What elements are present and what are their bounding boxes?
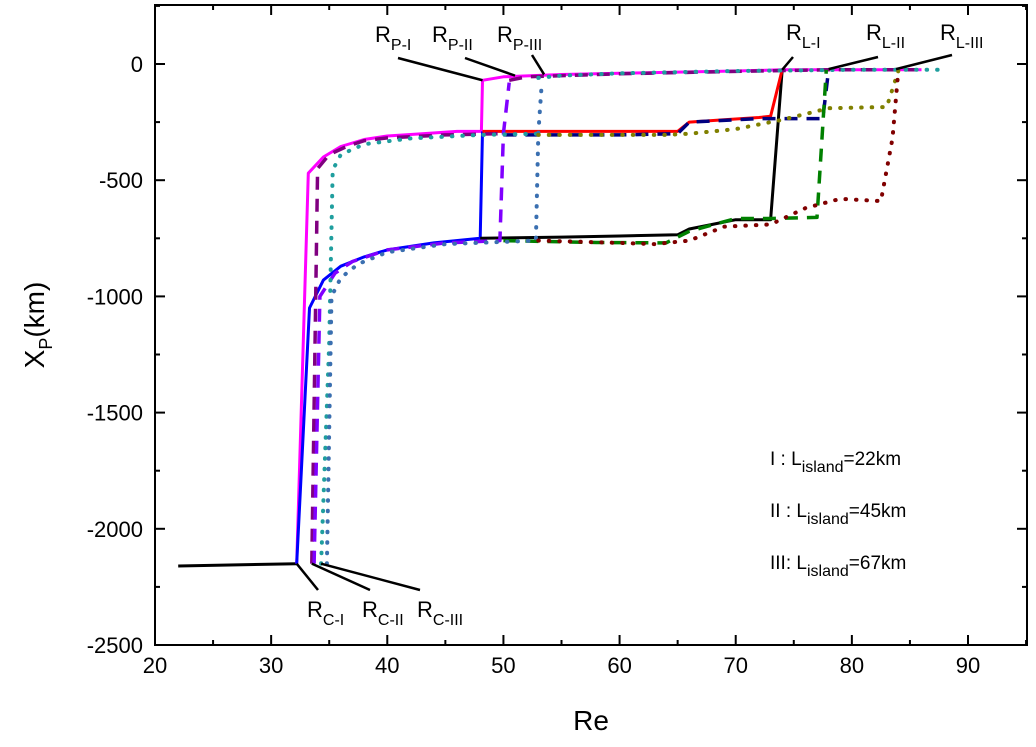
annotation-leader-line: [397, 56, 483, 82]
annotation-label: RP-II: [432, 22, 473, 54]
series-line-II-8: [503, 69, 831, 137]
x-tick-label: 50: [491, 653, 515, 678]
y-tick-label: -2000: [87, 517, 143, 542]
annotation-label: RC-I: [307, 597, 344, 629]
annotation-label: RC-II: [362, 597, 404, 629]
annotation-label: RC-III: [417, 597, 463, 629]
series-layer: [178, 67, 947, 568]
series-line-III-10: [319, 131, 541, 566]
y-tick-label: 0: [131, 52, 143, 77]
x-tick-label: 40: [375, 653, 399, 678]
y-tick-label: -500: [99, 168, 143, 193]
series-line-II-7: [312, 82, 511, 564]
x-tick-label: 90: [956, 653, 980, 678]
series-line-II-5: [310, 131, 498, 564]
y-tick-label: -1500: [87, 401, 143, 426]
annotation-leader-line: [828, 55, 879, 71]
plot-frame: [154, 4, 1028, 646]
annotation-label: RL-III: [940, 20, 983, 52]
annotation-label: RL-II: [866, 20, 905, 52]
x-tick-label: 60: [607, 653, 631, 678]
series-line-I-1: [295, 68, 922, 564]
series-line-II-9: [503, 69, 829, 245]
series-line-I-0: [178, 562, 297, 568]
annotation-leader-line: [295, 562, 319, 591]
series-line-I-3: [480, 69, 784, 240]
x-tick-label: 30: [259, 653, 283, 678]
annotation-label: RP-I: [375, 22, 411, 54]
axis-layer: 20 30 40 50 60 70 80 90 0 -500 -1000 -1500 -2000 -250…: [87, 4, 1028, 678]
y-tick-label: -1000: [87, 284, 143, 309]
legend-entry: I : Lisland=22km: [770, 449, 901, 476]
series-line-III-14: [536, 69, 901, 247]
annotation-label: RP-III: [497, 22, 542, 54]
annotation-leader-line: [311, 562, 371, 592]
annotation-leader-line: [530, 54, 546, 76]
legend-entry: II : Lisland=45km: [770, 501, 906, 528]
series-line-III-12: [324, 80, 544, 566]
x-tick-label: 80: [840, 653, 864, 678]
annotation-leader-line: [895, 53, 953, 71]
series-line-I-4: [482, 69, 784, 133]
annotation-layer: RP-I RP-II RP-III RL-I RL-II RL-III RC-I RC-II R…: [295, 20, 983, 629]
x-axis-label: Re: [573, 705, 609, 736]
y-tick-label: -2500: [87, 633, 143, 658]
legend-entry: III: Lisland=67km: [770, 553, 906, 580]
x-tick-label: 20: [143, 653, 167, 678]
x-tick-label: 70: [723, 653, 747, 678]
annotation-leader-line: [781, 56, 794, 71]
y-axis-label: XP(km): [19, 282, 56, 369]
series-line-III-11: [536, 67, 947, 80]
annotation-leader-line: [464, 56, 516, 77]
series-line-III-13: [536, 69, 901, 137]
legend: I : Lisland=22km II : Lisland=45km III: Li…: [770, 449, 906, 580]
annotation-leader-line: [320, 562, 421, 592]
annotation-label: RL-I: [786, 20, 821, 52]
